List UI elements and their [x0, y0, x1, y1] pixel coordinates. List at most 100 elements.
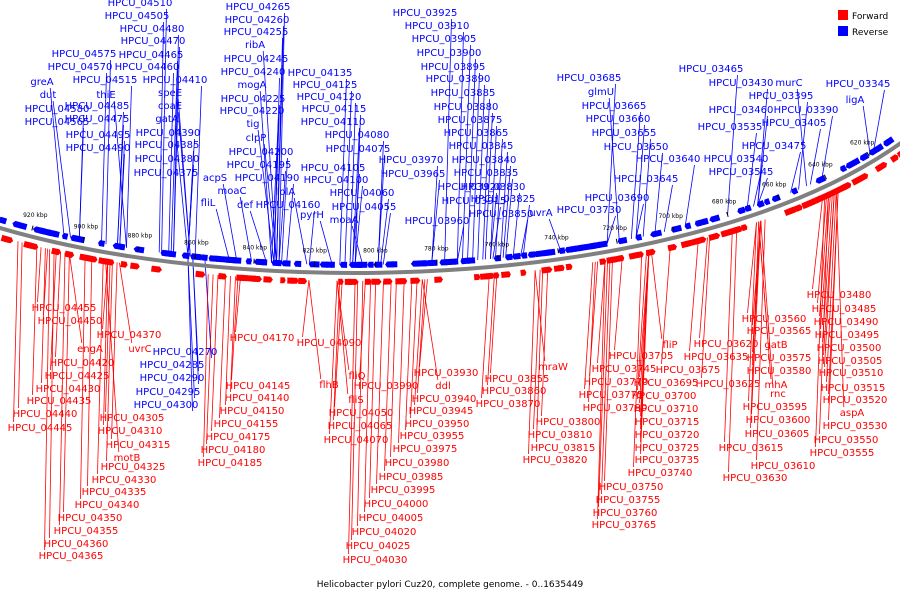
legend: Forward Reverse [838, 10, 889, 38]
reverse-label-connector [798, 101, 808, 190]
reverse-gene-arrow [200, 254, 208, 261]
reverse-gene-label: HPCU_03900 [417, 48, 482, 59]
forward-gene-arrow [483, 272, 495, 280]
reverse-gene-label: pyrH [300, 210, 324, 221]
reverse-label-connector [187, 255, 193, 412]
forward-gene-label: HPCU_04455 [32, 303, 97, 314]
forward-gene-label: HPCU_03630 [723, 473, 788, 484]
kbp-tick-label: 820 kbp [302, 247, 327, 254]
reverse-gene-label: HPCU_03925 [393, 8, 458, 19]
reverse-gene-label: HPCU_04110 [301, 117, 366, 128]
reverse-gene-arrow [744, 204, 752, 212]
forward-gene-label: HPCU_03765 [592, 520, 657, 531]
reverse-gene-arrow [276, 260, 282, 267]
forward-gene-label: HPCU_03995 [371, 485, 436, 496]
forward-gene-label: HPCU_03760 [593, 508, 658, 519]
forward-gene-arrow [218, 273, 227, 280]
reverse-gene-label: HPCU_04575 [52, 49, 117, 60]
kbp-tick-mark [672, 226, 675, 232]
reverse-gene-label: HPCU_04410 [143, 75, 208, 86]
reverse-label-connector [873, 89, 885, 152]
reverse-gene-arrow [756, 200, 765, 208]
reverse-gene-label: HPCU_04160 [256, 200, 321, 211]
forward-gene-arrow [841, 182, 852, 191]
reverse-label-connector [606, 83, 616, 244]
forward-label-connector [106, 261, 113, 462]
reverse-gene-arrow [0, 216, 8, 225]
reverse-label-connector [257, 129, 275, 263]
reverse-gene-label: HPCU_04375 [134, 168, 199, 179]
reverse-label-connector [520, 219, 528, 256]
forward-label-connector [699, 237, 708, 339]
forward-gene-label: HPCU_03610 [751, 461, 816, 472]
forward-label-connector [756, 219, 766, 461]
reverse-gene-label: HPCU_04115 [302, 104, 367, 115]
forward-gene-arrow [195, 270, 206, 278]
forward-gene-label: fliQ [349, 371, 366, 382]
reverse-label-connector [339, 78, 347, 265]
forward-gene-arrow [88, 255, 98, 263]
forward-gene-arrow [833, 186, 841, 195]
reverse-label-connector [484, 112, 493, 260]
forward-label-connector [419, 279, 428, 368]
reverse-gene-arrow [650, 229, 663, 238]
forward-gene-label: HPCU_03520 [823, 395, 888, 406]
reverse-label-connector [49, 87, 65, 237]
forward-gene-label: HPCU_03495 [815, 330, 880, 341]
reverse-gene-label: HPCU_03640 [636, 154, 701, 165]
reverse-gene-arrow [558, 247, 566, 254]
forward-gene-label: ddl [435, 381, 450, 392]
kbp-tick-label: 780 kbp [424, 246, 449, 253]
reverse-gene-label: HPCU_04490 [66, 143, 131, 154]
forward-gene-label: HPCU_03870 [476, 399, 541, 410]
forward-gene-label: HPCU_03480 [807, 290, 872, 301]
reverse-label-connector [490, 192, 497, 259]
reverse-gene-label: HPCU_03430 [709, 78, 774, 89]
reverse-gene-label: fliL [201, 198, 216, 209]
forward-gene-label: HPCU_03560 [742, 314, 807, 325]
forward-label-connector [728, 228, 738, 473]
kbp-tick-mark [557, 248, 559, 254]
reverse-label-connector [161, 8, 167, 253]
reverse-label-connector [262, 50, 277, 264]
forward-gene-label: HPCU_04305 [100, 413, 165, 424]
reverse-gene-label: HPCU_04190 [235, 173, 300, 184]
forward-gene-arrow [857, 173, 869, 182]
reverse-gene-arrow [533, 250, 545, 258]
reverse-gene-arrow [493, 255, 502, 262]
forward-gene-label: HPCU_04025 [346, 541, 411, 552]
reverse-gene-label: HPCU_04135 [288, 68, 353, 79]
forward-label-connector [748, 222, 757, 402]
reverse-gene-label: HPCU_03865 [444, 128, 509, 139]
forward-gene-arrow [263, 276, 273, 283]
reverse-gene-label: HPCU_04285 [140, 360, 205, 371]
forward-label-connector [69, 253, 83, 344]
forward-gene-label: HPCU_04140 [225, 393, 290, 404]
reverse-gene-label: HPCU_03690 [585, 193, 650, 204]
forward-label-connector [815, 195, 826, 448]
reverse-label-connector [222, 183, 238, 261]
reverse-gene-label: HPCU_03730 [557, 205, 622, 216]
forward-gene-label: rnc [770, 389, 786, 400]
reverse-label-connector [809, 128, 821, 185]
forward-gene-label: HPCU_04090 [297, 338, 362, 349]
forward-gene-arrow [51, 247, 61, 256]
forward-label-connector [751, 220, 762, 415]
forward-gene-label: HPCU_04145 [226, 381, 291, 392]
reverse-gene-label: HPCU_04255 [224, 27, 289, 38]
forward-label-connector [826, 189, 837, 383]
forward-gene-arrow [251, 275, 262, 283]
forward-label-connector [59, 252, 66, 526]
forward-gene-arrow [635, 251, 644, 259]
reverse-label-connector [105, 59, 111, 245]
reverse-gene-label: HPCU_04465 [119, 50, 184, 61]
reverse-gene-label: dut [40, 90, 57, 101]
reverse-gene-arrow [421, 260, 428, 267]
forward-gene-label: HPCU_04170 [230, 333, 295, 344]
reverse-label-connector [117, 124, 124, 247]
forward-gene-label: HPCU_04365 [39, 551, 104, 562]
reverse-label-connector [194, 85, 202, 257]
reverse-label-connector [101, 72, 107, 244]
forward-gene-arrow [565, 263, 573, 271]
forward-gene-arrow [280, 277, 286, 284]
